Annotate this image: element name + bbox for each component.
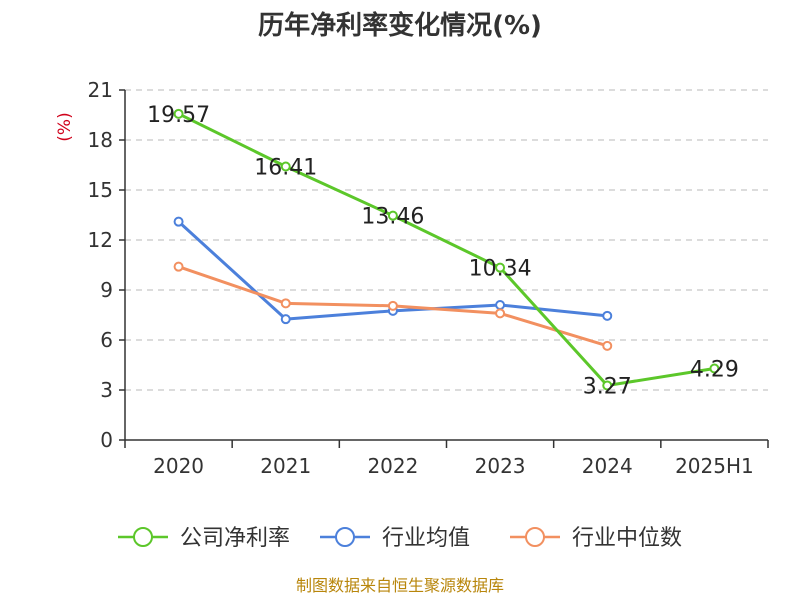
legend-label: 行业均值: [382, 526, 470, 551]
x-tick-labels: 2020 2021 2022 2023 2024 2025H1: [153, 454, 754, 478]
data-point: [387, 210, 398, 221]
axes: [119, 89, 769, 448]
y-tick-label: 12: [88, 228, 113, 252]
y-axis-unit: (%): [55, 112, 75, 141]
y-tick-label: 6: [100, 328, 113, 352]
data-point: [602, 310, 613, 321]
y-tick-labels: 0 3 6 9 12 15 18 21: [88, 78, 113, 452]
data-point: [602, 340, 613, 351]
data-label: 3.27: [583, 375, 632, 400]
x-tick-label: 2024: [582, 454, 633, 478]
chart-title: 历年净利率变化情况(%): [258, 10, 542, 41]
legend-marker: [133, 527, 153, 547]
series-line: [177, 112, 715, 387]
data-point: [280, 161, 291, 172]
data-label: 19.57: [147, 103, 210, 128]
y-tick-label: 0: [100, 428, 113, 452]
legend: 公司净利率 行业均值 行业中位数: [118, 526, 682, 551]
data-point: [709, 363, 720, 374]
legend-label: 行业中位数: [572, 526, 682, 551]
y-tick-label: 15: [88, 178, 113, 202]
y-tick-label: 9: [100, 278, 113, 302]
data-point: [495, 300, 506, 310]
data-point: [173, 108, 184, 119]
x-tick-label: 2023: [475, 454, 526, 478]
data-label: 16.41: [254, 156, 317, 181]
x-tick-label: 2022: [367, 454, 418, 478]
series-lines: [173, 108, 720, 391]
legend-label: 公司净利率: [180, 526, 290, 551]
data-label: 4.29: [690, 358, 739, 383]
data-point: [173, 261, 184, 272]
data-point: [280, 314, 291, 325]
x-tick-label: 2020: [153, 454, 204, 478]
data-labels: 19.57 16.41 13.46 10.34 3.27 4.29: [147, 103, 739, 400]
data-point: [173, 216, 184, 227]
data-point: [387, 300, 398, 311]
legend-marker: [335, 527, 355, 547]
y-tick-label: 21: [88, 78, 113, 102]
source-note: 制图数据来自恒生聚源数据库: [296, 576, 504, 595]
data-point: [280, 298, 291, 309]
data-point: [602, 380, 613, 391]
y-tick-label: 3: [100, 378, 113, 402]
data-label: 10.34: [469, 257, 532, 282]
data-point: [495, 262, 506, 273]
x-tick-label: 2021: [260, 454, 311, 478]
y-tick-label: 18: [88, 128, 113, 152]
x-tick-label: 2025H1: [675, 454, 754, 478]
legend-marker: [525, 527, 545, 547]
data-point: [495, 308, 506, 319]
data-label: 13.46: [361, 205, 424, 230]
